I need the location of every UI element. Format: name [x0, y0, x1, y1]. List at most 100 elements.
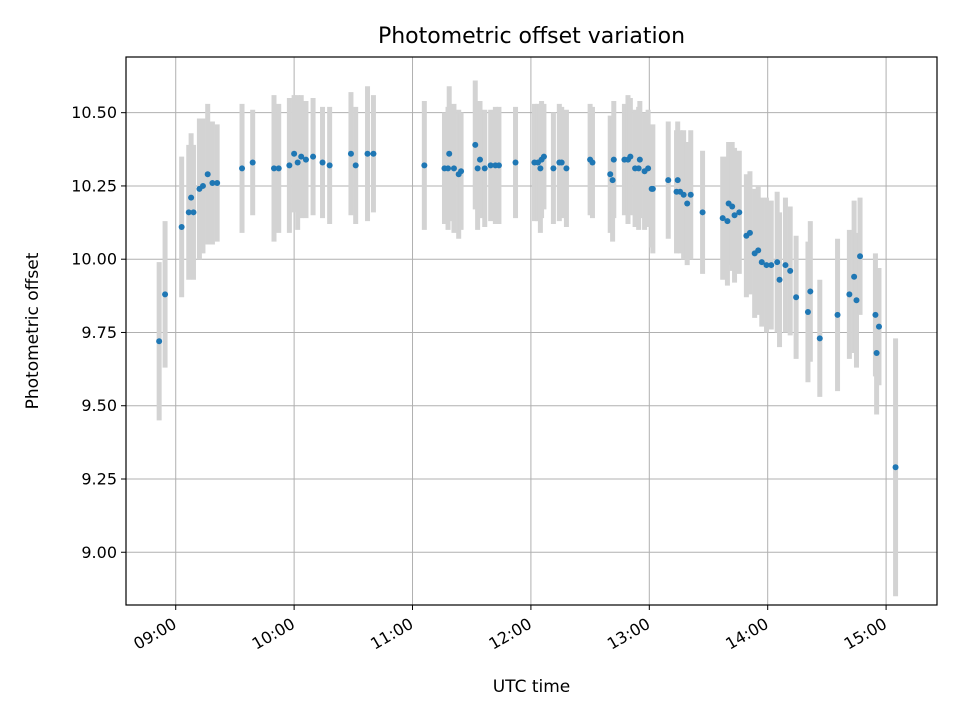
data-point	[474, 165, 481, 172]
data-point	[540, 153, 547, 160]
data-point	[731, 212, 738, 219]
data-point	[746, 229, 753, 236]
data-point	[204, 171, 211, 178]
data-point	[892, 464, 899, 471]
data-point	[185, 209, 192, 216]
data-point	[719, 215, 726, 222]
data-point	[476, 156, 483, 163]
data-point	[763, 262, 770, 269]
data-point	[310, 153, 317, 160]
grid-layer	[126, 57, 937, 605]
y-tick-label: 9.50	[81, 396, 117, 415]
data-point	[645, 165, 652, 172]
data-point	[636, 156, 643, 163]
data-point	[875, 323, 882, 330]
data-point	[481, 165, 488, 172]
data-point	[627, 153, 634, 160]
data-point	[239, 165, 246, 172]
data-point	[687, 191, 694, 198]
data-point	[156, 338, 163, 345]
data-point	[872, 311, 879, 318]
data-point	[199, 182, 206, 189]
data-point	[699, 209, 706, 216]
data-point	[609, 177, 616, 184]
data-point	[674, 177, 681, 184]
data-point	[214, 180, 221, 187]
data-point	[776, 276, 783, 283]
chart-title: Photometric offset variation	[378, 24, 685, 49]
data-point	[851, 273, 858, 280]
data-point	[758, 259, 765, 266]
data-point	[446, 150, 453, 157]
data-point	[450, 165, 457, 172]
x-axis-label: UTC time	[493, 677, 571, 697]
data-point	[834, 311, 841, 318]
data-point	[270, 165, 277, 172]
data-point	[558, 159, 565, 166]
data-point	[458, 168, 465, 175]
data-point	[563, 165, 570, 172]
data-point	[665, 177, 672, 184]
data-point	[302, 156, 309, 163]
y-tick-label: 10.50	[71, 103, 117, 122]
data-point	[370, 150, 377, 157]
data-point	[853, 297, 860, 304]
y-axis-label: Photometric offset	[23, 252, 43, 409]
data-point	[724, 218, 731, 225]
point-layer	[156, 141, 899, 471]
data-point	[190, 209, 197, 216]
data-point	[768, 262, 775, 269]
data-point	[649, 185, 656, 192]
data-point	[445, 165, 452, 172]
data-point	[807, 288, 814, 295]
data-point	[610, 156, 617, 163]
data-point	[294, 159, 301, 166]
data-point	[495, 162, 502, 169]
data-point	[816, 335, 823, 342]
data-point	[873, 349, 880, 356]
y-tick-label: 10.00	[71, 250, 117, 269]
data-point	[755, 247, 762, 254]
data-point	[487, 162, 494, 169]
plot-frame	[125, 56, 938, 606]
data-point	[209, 180, 216, 187]
data-point	[635, 165, 642, 172]
y-tick-label: 10.25	[71, 176, 117, 195]
data-point	[286, 162, 293, 169]
data-point	[846, 291, 853, 298]
data-point	[607, 171, 614, 178]
data-point	[857, 253, 864, 260]
data-point	[291, 150, 298, 157]
data-point	[275, 165, 282, 172]
data-point	[736, 209, 743, 216]
data-point	[298, 153, 305, 160]
data-point	[347, 150, 354, 157]
data-point	[782, 262, 789, 269]
data-point	[188, 194, 195, 201]
data-point	[249, 159, 256, 166]
data-point	[537, 165, 544, 172]
data-point	[421, 162, 428, 169]
data-point	[162, 291, 169, 298]
y-axis-ticks: 9.00 9.25 9.50 9.75 10.00 10.25 10.50	[71, 103, 126, 562]
data-point	[319, 159, 326, 166]
y-tick-label: 9.00	[81, 543, 117, 562]
y-tick-label: 9.75	[81, 323, 117, 342]
data-point	[550, 165, 557, 172]
data-point	[326, 162, 333, 169]
data-point	[364, 150, 371, 157]
data-point	[729, 203, 736, 210]
data-point	[512, 159, 519, 166]
data-point	[589, 159, 596, 166]
y-tick-label: 9.25	[81, 469, 117, 488]
data-point	[684, 200, 691, 207]
data-point	[804, 308, 811, 315]
data-point	[472, 141, 479, 148]
data-point	[680, 191, 687, 198]
data-point	[352, 162, 359, 169]
data-point	[787, 267, 794, 274]
data-point	[178, 223, 185, 230]
data-point	[774, 259, 781, 266]
data-point	[793, 294, 800, 301]
